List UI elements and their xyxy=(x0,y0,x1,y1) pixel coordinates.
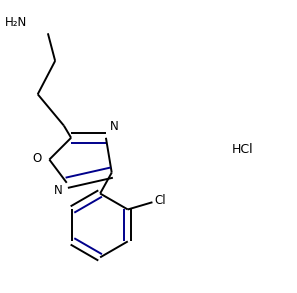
Text: H₂N: H₂N xyxy=(5,16,28,29)
Text: N: N xyxy=(110,120,119,133)
Text: O: O xyxy=(32,151,41,165)
Text: Cl: Cl xyxy=(154,194,165,207)
Text: HCl: HCl xyxy=(232,143,253,156)
Text: N: N xyxy=(54,184,62,197)
